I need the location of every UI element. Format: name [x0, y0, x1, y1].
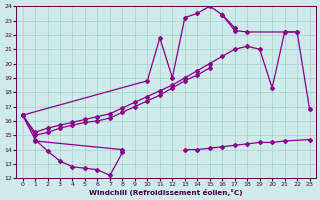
X-axis label: Windchill (Refroidissement éolien,°C): Windchill (Refroidissement éolien,°C) — [89, 189, 243, 196]
